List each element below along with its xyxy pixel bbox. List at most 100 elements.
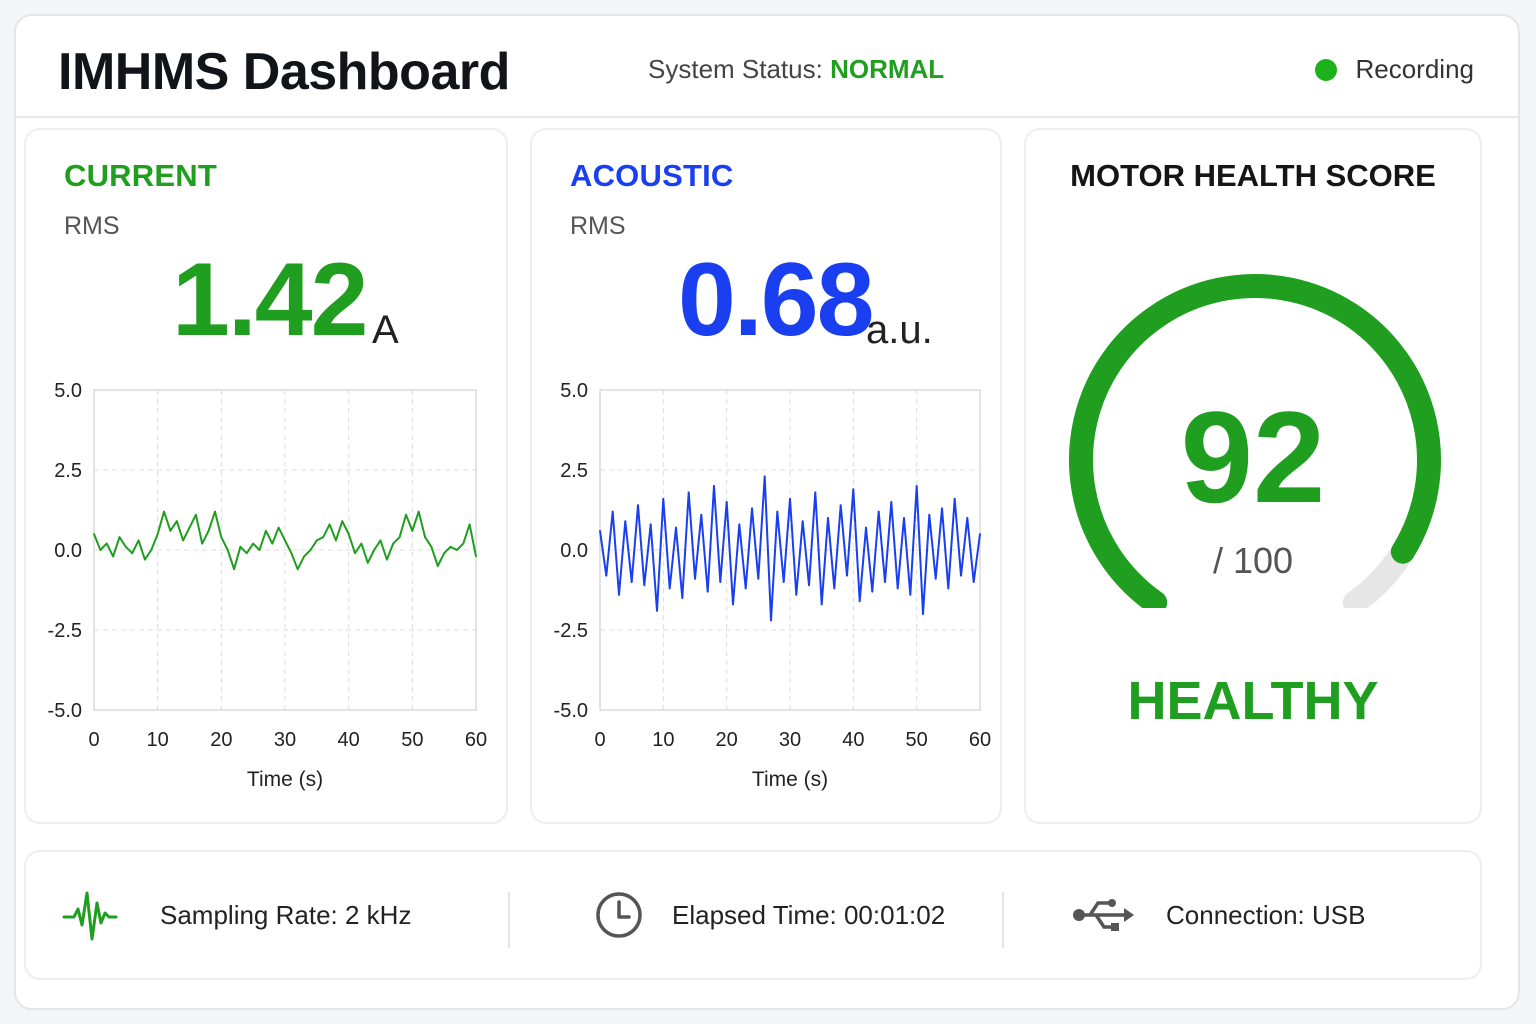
data-point [966,517,969,519]
data-point [220,536,223,539]
data-point [341,520,344,523]
health-score-max: / 100 [1212,540,1294,581]
sampling-rate-item: Sampling Rate: 2 kHz [62,852,411,978]
data-point [656,609,658,612]
data-point [960,574,962,577]
data-point [252,542,255,545]
data-point [871,590,874,593]
current-unit: A [372,308,399,352]
data-point [328,523,331,526]
current-title: CURRENT [64,158,217,193]
data-point [890,501,893,503]
data-point [605,574,608,577]
health-card: MOTOR HEALTH SCORE 92 / 100 HEALTHY [1024,128,1482,824]
data-point [233,568,235,571]
data-point [430,545,433,548]
data-point [738,523,741,526]
data-point [770,619,772,622]
acoustic-chart: 5.0 2.5 0.0 -2.5 -5.0 0 10 20 30 40 50 60 Time (s) [554,380,992,791]
data-point [675,526,677,529]
data-point [725,501,728,503]
data-point [398,536,401,539]
current-rms-value: 1.42 [172,242,368,358]
acoustic-rms-value: 0.68 [678,242,874,358]
data-point [392,542,395,545]
elapsed-time-text: Elapsed Time: 00:01:02 [672,899,946,930]
data-point [118,536,121,539]
y-tick-label: 0.0 [560,540,588,562]
data-point [315,539,318,542]
data-point [124,545,127,548]
data-point [820,603,823,606]
y-tick-label: 0.0 [54,540,82,562]
data-point [694,577,696,580]
data-point [245,552,248,555]
data-point [751,507,753,510]
data-point [156,533,159,535]
data-point [934,577,937,580]
data-point [335,539,337,542]
x-tick-label: 60 [969,729,991,751]
y-tick-label: 5.0 [560,380,588,402]
connection-text: Connection: USB [1166,899,1366,930]
data-point [214,510,216,513]
data-point [922,613,924,615]
data-point [846,574,848,577]
data-point [643,584,646,587]
data-point [618,593,620,596]
data-point [896,587,899,590]
data-point [436,565,439,567]
page-title: IMHMS Dashboard [58,43,510,101]
data-point [915,485,918,487]
recording-indicator: Recording [1315,54,1474,85]
data-point [239,545,242,548]
sampling-rate-text: Sampling Rate: 2 kHz [160,899,412,930]
x-tick-label: 60 [465,729,487,751]
data-point [265,529,267,532]
data-point [953,497,956,500]
data-point [637,504,639,507]
x-tick-label: 20 [716,729,738,751]
data-point [137,539,140,542]
elapsed-time-item: Elapsed Time: 00:01:02 [594,852,945,978]
data-point [833,587,836,590]
health-gauge [1069,274,1441,608]
y-tick-label: 2.5 [560,460,588,482]
data-point [303,555,305,558]
data-point [194,513,197,516]
data-point [112,555,114,558]
data-point [852,488,855,491]
footer-divider [508,892,510,948]
acoustic-card: ACOUSTIC RMS 0.68 a.u. 5.0 2.5 0.0 -2.5 -5.0… [530,128,1002,824]
data-point [105,542,108,545]
data-point [226,549,229,551]
data-point [373,549,376,551]
y-tick-label: -5.0 [554,700,588,722]
x-axis-label: Time (s) [752,768,828,791]
system-status: System Status: NORMAL [648,54,944,85]
data-point [131,552,134,555]
data-point [630,581,633,583]
data-point [858,600,861,603]
y-tick-label: -2.5 [554,620,588,642]
data-point [776,510,779,513]
data-point [182,539,185,542]
data-point [941,507,943,510]
acoustic-title: ACOUSTIC [570,158,734,193]
x-tick-label: 0 [594,729,605,751]
current-card: CURRENT RMS 1.42 A 5.0 2.5 0.0 -2.5 -5.0 0 10 2… [24,128,508,824]
data-point [443,552,446,555]
data-point [903,517,905,519]
data-point [277,526,280,529]
data-point [468,523,471,526]
health-score: 92 [1180,384,1326,530]
data-point [169,529,172,532]
data-point [789,497,791,500]
data-point [884,581,886,583]
system-status-label: System Status: [648,54,823,84]
data-point [719,581,722,583]
plot-frame [599,389,981,711]
data-point [188,526,191,529]
x-tick-label: 40 [842,729,864,751]
data-point [757,577,760,580]
